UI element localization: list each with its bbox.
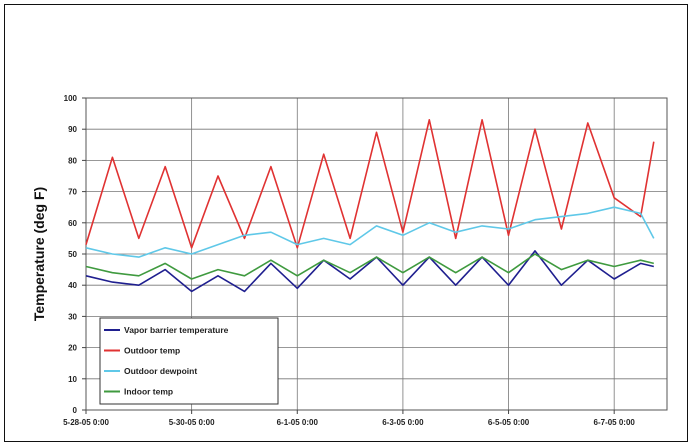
y-tick-label: 80 [68, 156, 77, 165]
y-tick-label: 60 [68, 219, 77, 228]
x-tick-label: 5-30-05 0:00 [169, 418, 215, 427]
legend-label: Outdoor dewpoint [124, 366, 197, 376]
y-tick-label: 100 [64, 94, 78, 103]
y-axis-ticks: 0 10 20 30 40 50 60 70 80 90 100 [64, 94, 86, 415]
y-tick-label: 20 [68, 344, 77, 353]
legend-label: Indoor temp [124, 387, 173, 397]
x-tick-label: 6-1-05 0:00 [277, 418, 319, 427]
series-line-outdoor-temp [85, 119, 655, 249]
y-tick-label: 50 [68, 250, 77, 259]
x-tick-label: 6-3-05 0:00 [382, 418, 424, 427]
legend-label: Vapor barrier temperature [124, 325, 229, 335]
y-tick-label: 40 [68, 281, 77, 290]
y-tick-label: 30 [68, 312, 77, 321]
legend: Vapor barrier temperature Outdoor temp Out… [99, 317, 279, 405]
y-tick-label: 10 [68, 375, 77, 384]
y-tick-label: 90 [68, 125, 77, 134]
y-axis-label: Temperature (deg F) [31, 187, 47, 321]
series-lines [85, 119, 655, 293]
x-tick-label: 5-28-05 0:00 [63, 418, 109, 427]
y-tick-label: 0 [73, 406, 78, 415]
y-tick-label: 70 [68, 188, 77, 197]
x-tick-label: 6-5-05 0:00 [488, 418, 530, 427]
x-tick-label: 6-7-05 0:00 [594, 418, 636, 427]
x-axis-ticks: 5-28-05 0:00 5-30-05 0:00 6-1-05 0:00 6-3-0… [63, 410, 635, 427]
series-line-outdoor-dewpoint [85, 206, 655, 258]
series-line-indoor-temp [85, 253, 654, 280]
legend-box [99, 317, 279, 405]
legend-label: Outdoor temp [124, 346, 180, 356]
